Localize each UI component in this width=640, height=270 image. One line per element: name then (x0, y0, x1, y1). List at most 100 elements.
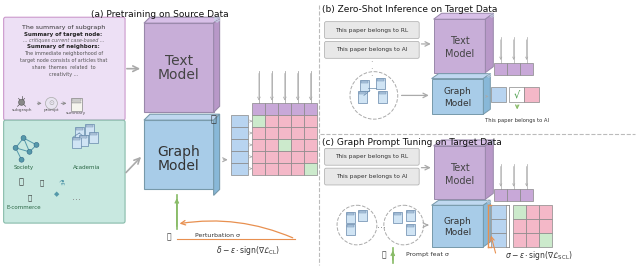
Bar (359, 92, 366, 94)
Bar (394, 213, 401, 215)
Bar (252, 139, 266, 151)
Bar (278, 127, 291, 139)
Bar (539, 205, 552, 219)
Text: ⚗: ⚗ (58, 180, 65, 185)
Bar (230, 163, 248, 175)
Bar (278, 103, 291, 115)
Text: subgraph: subgraph (12, 108, 32, 112)
Text: Summary of target node:: Summary of target node: (24, 32, 102, 37)
Bar (266, 163, 278, 175)
Bar (539, 233, 552, 247)
Bar (406, 210, 415, 221)
Bar (431, 79, 483, 114)
Bar (71, 98, 83, 111)
Text: Text: Text (449, 36, 469, 46)
Text: Graph: Graph (444, 87, 471, 96)
Text: Society: Society (13, 165, 34, 170)
Bar (494, 63, 508, 75)
Text: ❄: ❄ (488, 140, 494, 146)
Bar (376, 77, 385, 89)
Text: Model: Model (158, 159, 200, 173)
Polygon shape (433, 13, 493, 19)
Text: 💻: 💻 (28, 194, 31, 201)
FancyBboxPatch shape (4, 17, 125, 120)
Bar (291, 163, 304, 175)
Bar (346, 212, 355, 223)
Bar (378, 92, 387, 103)
Bar (86, 125, 93, 127)
Bar (359, 211, 366, 213)
Bar (230, 127, 248, 139)
Bar (347, 213, 354, 215)
Bar (72, 102, 81, 103)
Bar (89, 132, 98, 143)
Bar (80, 136, 87, 138)
Bar (304, 139, 317, 151)
Circle shape (34, 142, 39, 147)
Text: ·: · (371, 65, 373, 74)
Bar (513, 233, 526, 247)
Polygon shape (214, 114, 220, 195)
Bar (278, 139, 291, 151)
Text: Academia: Academia (72, 165, 100, 170)
Bar (291, 151, 304, 163)
Circle shape (13, 145, 18, 150)
Bar (144, 120, 214, 190)
Bar (76, 127, 84, 138)
Bar (304, 151, 317, 163)
Text: ⊙: ⊙ (49, 100, 54, 106)
Bar (252, 151, 266, 163)
Bar (304, 115, 317, 127)
Text: $\sigma - \epsilon \cdot \mathrm{sign}(\nabla\mathcal{L}_{\mathrm{SCL}})$: $\sigma - \epsilon \cdot \mathrm{sign}(\… (506, 249, 573, 262)
Bar (90, 133, 97, 135)
Text: Summary of neighbors:: Summary of neighbors: (27, 44, 100, 49)
Text: ...: ... (72, 192, 81, 202)
Bar (266, 115, 278, 127)
Text: ❄: ❄ (488, 13, 494, 19)
Text: ... critiques current case-based ...: ... critiques current case-based ... (22, 38, 104, 43)
Text: 🎮: 🎮 (19, 177, 24, 186)
Text: This paper belongs to AI: This paper belongs to AI (336, 174, 408, 179)
Polygon shape (485, 13, 493, 73)
Polygon shape (431, 200, 490, 205)
Bar (393, 212, 402, 223)
Bar (252, 127, 266, 139)
Bar (291, 103, 304, 115)
Bar (360, 80, 369, 92)
Text: E-commerce: E-commerce (6, 205, 41, 210)
Text: 👓: 👓 (39, 179, 44, 186)
Bar (406, 211, 413, 213)
Circle shape (21, 136, 26, 140)
Bar (379, 92, 386, 94)
Polygon shape (483, 200, 490, 247)
Polygon shape (144, 17, 220, 23)
Bar (79, 135, 88, 146)
Bar (85, 124, 94, 135)
Text: ·: · (371, 58, 373, 67)
Polygon shape (483, 74, 490, 114)
Bar (304, 103, 317, 115)
Text: ❄: ❄ (485, 199, 492, 205)
Text: Perturbation σ: Perturbation σ (195, 234, 240, 238)
Text: This paper belongs to AI: This paper belongs to AI (485, 118, 549, 123)
Text: √: √ (514, 89, 520, 99)
FancyBboxPatch shape (4, 120, 125, 223)
Polygon shape (485, 140, 493, 199)
Polygon shape (144, 114, 220, 120)
Bar (76, 128, 83, 130)
FancyBboxPatch shape (324, 148, 419, 165)
Text: (b) Zero-Shot Inference on Target Data: (b) Zero-Shot Inference on Target Data (322, 5, 497, 14)
Text: (a) Pretraining on Source Data: (a) Pretraining on Source Data (92, 10, 229, 19)
Bar (520, 63, 533, 75)
Bar (278, 163, 291, 175)
FancyBboxPatch shape (324, 42, 419, 58)
Text: Text: Text (164, 54, 193, 68)
Text: ❄: ❄ (212, 15, 221, 25)
Bar (144, 23, 214, 112)
Polygon shape (433, 140, 493, 146)
Bar (291, 115, 304, 127)
Bar (346, 224, 355, 235)
Bar (526, 219, 539, 233)
Bar (433, 146, 485, 199)
Bar (252, 115, 266, 127)
